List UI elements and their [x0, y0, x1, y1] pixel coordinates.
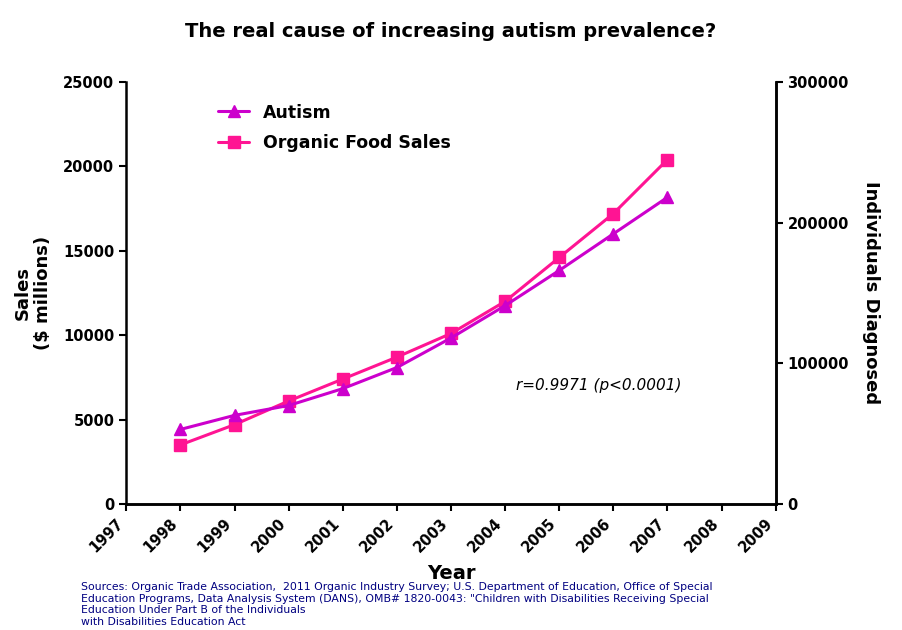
Y-axis label: Sales
($ millions): Sales ($ millions) — [14, 236, 52, 350]
X-axis label: Year: Year — [427, 564, 475, 583]
Text: r=0.9971 (p<0.0001): r=0.9971 (p<0.0001) — [516, 378, 681, 393]
Text: The real cause of increasing autism prevalence?: The real cause of increasing autism prev… — [186, 22, 716, 41]
Legend: Autism, Organic Food Sales: Autism, Organic Food Sales — [213, 99, 456, 158]
Text: Sources: Organic Trade Association,  2011 Organic Industry Survey; U.S. Departme: Sources: Organic Trade Association, 2011… — [81, 582, 713, 627]
Y-axis label: Individuals Diagnosed: Individuals Diagnosed — [861, 181, 879, 404]
